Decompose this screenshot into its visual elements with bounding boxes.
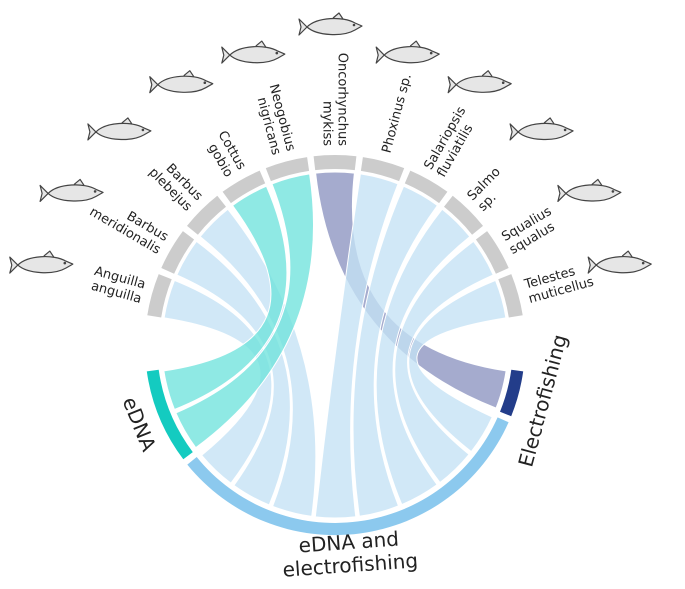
group-label: eDNA andelectrofishing	[280, 525, 419, 581]
fish-icon	[149, 70, 214, 94]
chord	[375, 208, 471, 506]
species-label-line: Phoxinus sp.	[379, 72, 414, 155]
fish-icon	[298, 12, 363, 36]
chord	[314, 173, 399, 519]
fish-icon	[9, 250, 74, 274]
fish-eye	[611, 190, 615, 193]
group-arc	[187, 417, 509, 536]
species-segment	[147, 274, 172, 318]
fish-icon	[557, 178, 622, 202]
fish-icon	[221, 40, 286, 64]
fish-eye	[275, 51, 279, 55]
species-label-line: Oncorhynchus	[335, 53, 350, 146]
species-label: Neogobiusnigricans	[252, 82, 299, 156]
chord	[163, 279, 273, 484]
species-label: Anguillaanguilla	[89, 264, 148, 307]
species-label: Barbusplebejus	[146, 154, 206, 214]
fish-icon	[39, 178, 104, 202]
group-label-line: Electrofishing	[513, 332, 571, 470]
fish-eye	[641, 261, 645, 265]
species-label: Phoxinus sp.	[379, 72, 414, 155]
group-label: Electrofishing	[513, 332, 571, 470]
fish-eye	[93, 190, 97, 193]
species-segment	[475, 231, 509, 274]
species-label-line: mykiss	[320, 101, 335, 146]
species-label: Telestesmuticellus	[522, 260, 596, 307]
species-segment	[161, 231, 195, 274]
species-label: Oncorhynchusmykiss	[320, 53, 350, 146]
species-segment	[313, 154, 357, 171]
chord	[352, 185, 439, 517]
species-segment	[498, 274, 523, 318]
group-arc	[146, 369, 193, 460]
species-label: Salariopsisfluviatilis	[421, 104, 482, 180]
fish-icon	[509, 117, 574, 141]
chord	[176, 240, 291, 506]
species-label: Cottusgobio	[202, 128, 249, 180]
fish-eye	[563, 128, 567, 132]
species-segment	[404, 170, 448, 204]
species-label: Squaliussqualus	[499, 204, 562, 258]
chords	[163, 171, 507, 519]
fish-icon	[87, 117, 152, 141]
species-segment	[265, 157, 310, 182]
fish-eye	[429, 51, 433, 55]
fish-eye	[501, 81, 505, 84]
species-label: Barbusmeridionalis	[87, 191, 171, 257]
species-segment	[360, 157, 405, 182]
fish-icon	[447, 70, 512, 94]
chord	[175, 173, 315, 449]
species-segment	[222, 170, 266, 204]
group-arc	[500, 369, 524, 417]
species-segment	[187, 195, 226, 235]
chord	[408, 279, 507, 453]
fish-eye	[203, 81, 207, 84]
fish-eye	[352, 23, 356, 27]
fish-eye	[63, 261, 67, 265]
fish-icon	[587, 250, 652, 274]
species-label: Salmosp.	[464, 164, 514, 214]
chord	[394, 240, 494, 484]
species-segment	[444, 195, 483, 235]
fish-eye	[141, 128, 145, 132]
chord	[163, 185, 288, 411]
fish-icon	[375, 40, 440, 64]
